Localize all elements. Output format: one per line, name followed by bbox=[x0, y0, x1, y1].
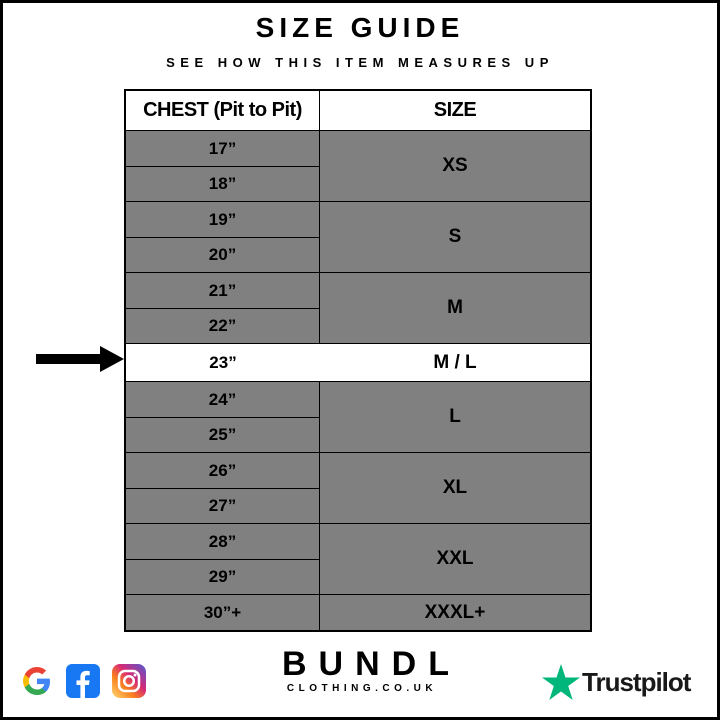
instagram-icon[interactable] bbox=[112, 664, 146, 698]
social-icons bbox=[20, 664, 146, 698]
chest-measurement: 30”+ bbox=[203, 602, 242, 622]
table-row: 17” 18” XS bbox=[126, 130, 590, 201]
chest-cells: 24” 25” bbox=[126, 382, 320, 452]
brand-name: BUNDL bbox=[282, 645, 461, 683]
table-row: 19” 20” S bbox=[126, 201, 590, 272]
table-row: 26” 27” XL bbox=[126, 452, 590, 523]
chest-cells: 28” 29” bbox=[126, 524, 320, 594]
facebook-icon[interactable] bbox=[66, 664, 100, 698]
size-table: CHEST (Pit to Pit) SIZE 17” 18” XS 19” 20” S 2… bbox=[124, 89, 592, 632]
brand-logo: BUNDL CLOTHING.CO.UK bbox=[270, 645, 450, 694]
google-icon[interactable] bbox=[20, 664, 54, 698]
trustpilot-label: Trustpilot bbox=[582, 666, 691, 697]
header-size: SIZE bbox=[433, 99, 477, 121]
table-row: 21” 22” M bbox=[126, 272, 590, 343]
table-row: 24” 25” L bbox=[126, 381, 590, 452]
trustpilot-star-icon bbox=[542, 664, 580, 700]
table-header: CHEST (Pit to Pit) SIZE bbox=[126, 91, 590, 130]
size-label: S bbox=[448, 226, 462, 247]
chest-measurement: 18” bbox=[126, 166, 319, 201]
chest-measurement: 29” bbox=[126, 559, 319, 594]
chest-measurement: 23” bbox=[209, 352, 237, 372]
size-label: M / L bbox=[433, 351, 477, 373]
arrow-right-icon bbox=[36, 346, 124, 372]
chest-measurement: 17” bbox=[208, 138, 237, 158]
chest-cells: 30”+ bbox=[126, 595, 320, 630]
chest-measurement: 27” bbox=[126, 488, 319, 523]
chest-measurement: 21” bbox=[208, 280, 237, 300]
table-row-highlighted: 23” M / L bbox=[126, 343, 590, 381]
table-row: 30”+ XXXL+ bbox=[126, 594, 590, 630]
chest-cells: 23” bbox=[126, 344, 320, 381]
chest-cells: 19” 20” bbox=[126, 202, 320, 272]
size-label: XS bbox=[442, 155, 468, 176]
size-label: XXXL+ bbox=[424, 601, 486, 623]
size-label: XXL bbox=[436, 548, 474, 569]
brand-domain: CLOTHING.CO.UK bbox=[286, 683, 438, 694]
chest-measurement: 24” bbox=[208, 389, 237, 409]
chest-measurement: 19” bbox=[208, 209, 237, 229]
chest-cells: 17” 18” bbox=[126, 131, 320, 201]
page-subtitle: SEE HOW THIS ITEM MEASURES UP bbox=[166, 55, 554, 70]
chest-cells: 21” 22” bbox=[126, 273, 320, 343]
chest-measurement: 28” bbox=[208, 531, 237, 551]
size-label: XL bbox=[442, 477, 468, 498]
header-chest: CHEST (Pit to Pit) bbox=[126, 91, 320, 130]
chest-measurement: 22” bbox=[126, 308, 319, 343]
page-title: SIZE GUIDE bbox=[255, 12, 465, 43]
table-row: 28” 29” XXL bbox=[126, 523, 590, 594]
chest-measurement: 25” bbox=[126, 417, 319, 452]
size-label: L bbox=[449, 406, 461, 427]
trustpilot-logo[interactable]: Trustpilot bbox=[542, 664, 691, 700]
chest-cells: 26” 27” bbox=[126, 453, 320, 523]
size-label: M bbox=[447, 297, 463, 318]
chest-measurement: 26” bbox=[208, 460, 237, 480]
chest-measurement: 20” bbox=[126, 237, 319, 272]
